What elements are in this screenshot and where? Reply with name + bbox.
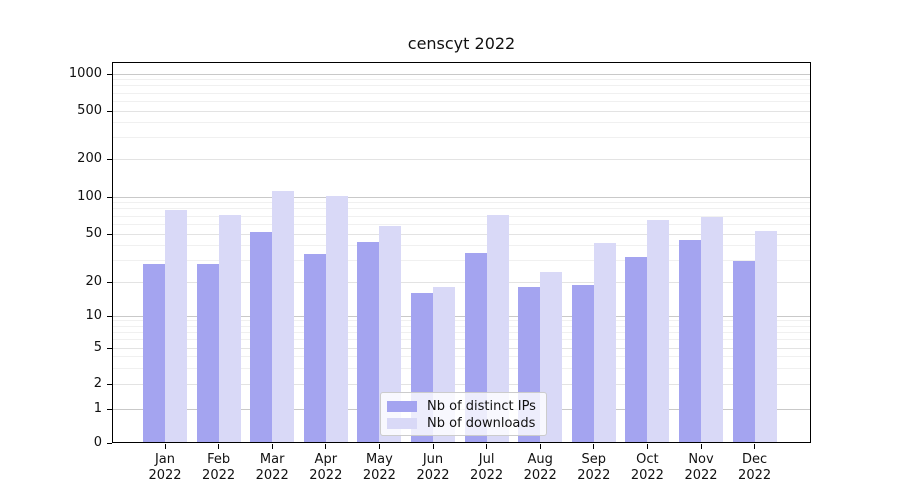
y-tick-mark	[107, 158, 112, 160]
gridline-300	[112, 137, 811, 139]
x-tick-label-mar: Mar 2022	[255, 452, 289, 483]
bar-downloads-dec	[754, 230, 777, 443]
legend-entry-downloads: Nb of downloads	[387, 415, 538, 431]
y-tick-label-0: 0	[93, 435, 102, 450]
x-tick-mark	[432, 444, 434, 449]
bar-downloads-feb	[218, 214, 241, 443]
legend-swatch-downloads	[387, 417, 417, 429]
bar-downloads-mar	[272, 190, 295, 443]
gridline-1000	[112, 73, 811, 75]
bar-distinct-ips-may	[357, 241, 380, 443]
legend-entry-distinct-ips: Nb of distinct IPs	[387, 398, 538, 414]
x-tick-label-sep: Sep 2022	[577, 452, 611, 483]
legend-label-distinct-ips: Nb of distinct IPs	[427, 398, 536, 414]
bar-distinct-ips-oct	[625, 257, 648, 443]
bar-downloads-may	[379, 226, 402, 443]
y-tick-mark	[107, 110, 112, 112]
y-tick-label-20: 20	[85, 274, 102, 289]
y-tick-label-50: 50	[85, 226, 102, 241]
legend-swatch-distinct-ips	[387, 400, 417, 412]
y-tick-mark	[107, 233, 112, 235]
bar-distinct-ips-nov	[679, 239, 701, 443]
chart-title: censcyt 2022	[407, 34, 516, 53]
x-tick-label-nov: Nov 2022	[684, 452, 718, 483]
legend: Nb of distinct IPs Nb of downloads	[380, 392, 547, 436]
x-tick-mark	[325, 444, 327, 449]
bar-distinct-ips-jan	[143, 264, 165, 443]
x-tick-label-aug: Aug 2022	[523, 452, 557, 483]
bar-distinct-ips-sep	[571, 284, 594, 443]
x-tick-mark	[539, 444, 541, 449]
x-tick-mark	[754, 444, 756, 449]
bar-downloads-sep	[593, 243, 616, 443]
x-tick-mark	[593, 444, 595, 449]
bar-downloads-nov	[701, 216, 723, 443]
gridline-800	[112, 85, 811, 87]
x-tick-mark	[164, 444, 166, 449]
x-tick-mark	[486, 444, 488, 449]
x-tick-mark	[218, 444, 220, 449]
y-tick-mark	[107, 383, 112, 385]
gridline-400	[112, 122, 811, 124]
x-tick-label-jul: Jul 2022	[470, 452, 504, 483]
bar-distinct-ips-dec	[732, 260, 755, 443]
gridline-100	[112, 196, 811, 198]
bar-distinct-ips-feb	[196, 264, 219, 443]
gridline-80	[112, 208, 811, 210]
x-tick-label-dec: Dec 2022	[738, 452, 772, 483]
y-tick-mark	[107, 442, 112, 444]
y-tick-mark	[107, 347, 112, 349]
legend-label-downloads: Nb of downloads	[427, 415, 536, 431]
gridline-600	[112, 100, 811, 102]
x-tick-label-feb: Feb 2022	[202, 452, 236, 483]
y-tick-label-1: 1	[93, 401, 102, 416]
gridline-200	[112, 158, 811, 160]
y-tick-mark	[107, 281, 112, 283]
bar-downloads-oct	[647, 219, 670, 443]
x-tick-mark	[700, 444, 702, 449]
y-tick-label-100: 100	[77, 189, 102, 204]
x-tick-label-may: May 2022	[362, 452, 396, 483]
gridline-500	[112, 110, 811, 112]
x-tick-label-oct: Oct 2022	[630, 452, 664, 483]
x-tick-label-jan: Jan 2022	[148, 452, 182, 483]
x-tick-mark	[646, 444, 648, 449]
y-tick-mark	[107, 315, 112, 317]
gridline-900	[112, 79, 811, 81]
bar-distinct-ips-apr	[303, 254, 326, 443]
y-tick-mark	[107, 196, 112, 198]
y-tick-label-1000: 1000	[68, 66, 102, 81]
y-tick-label-500: 500	[77, 103, 102, 118]
y-tick-label-10: 10	[85, 308, 102, 323]
bar-downloads-jul	[486, 214, 509, 443]
x-tick-mark	[378, 444, 380, 449]
x-tick-label-jun: Jun 2022	[416, 452, 450, 483]
bar-downloads-apr	[325, 195, 348, 443]
gridline-90	[112, 202, 811, 204]
bar-downloads-jan	[165, 209, 187, 443]
y-tick-label-2: 2	[93, 376, 102, 391]
y-tick-label-200: 200	[77, 151, 102, 166]
y-tick-label-5: 5	[93, 340, 102, 355]
gridline-700	[112, 92, 811, 94]
x-tick-label-apr: Apr 2022	[309, 452, 343, 483]
y-tick-mark	[107, 73, 112, 75]
x-tick-mark	[271, 444, 273, 449]
bar-distinct-ips-mar	[250, 231, 273, 443]
y-tick-mark	[107, 408, 112, 410]
